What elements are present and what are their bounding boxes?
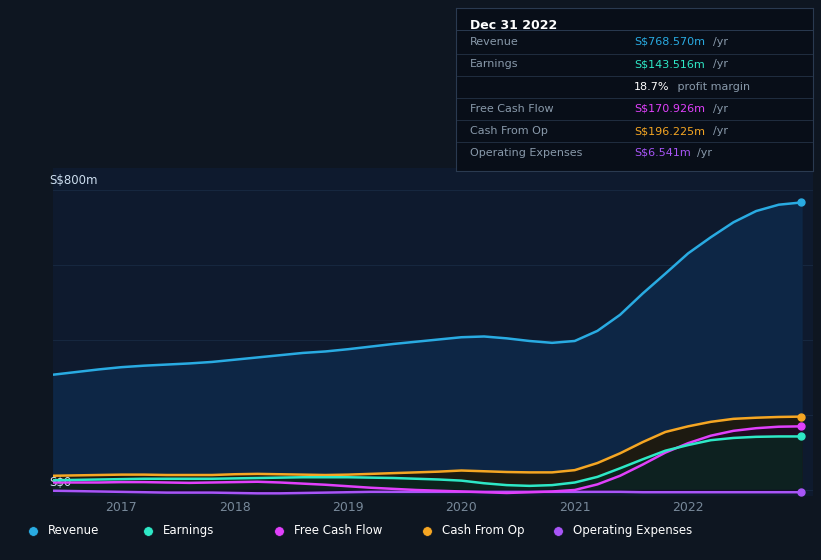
Text: Earnings: Earnings [163,524,214,538]
Text: S$800m: S$800m [49,174,98,186]
Text: Operating Expenses: Operating Expenses [573,524,692,538]
Text: Cash From Op: Cash From Op [470,126,548,136]
Text: profit margin: profit margin [673,82,750,92]
Text: /yr: /yr [697,148,712,158]
Text: Dec 31 2022: Dec 31 2022 [470,19,557,32]
Text: Earnings: Earnings [470,59,518,69]
Text: Cash From Op: Cash From Op [442,524,524,538]
Text: S$196.225m: S$196.225m [635,126,705,136]
Text: Operating Expenses: Operating Expenses [470,148,582,158]
Text: Revenue: Revenue [470,37,519,46]
Text: /yr: /yr [713,37,727,46]
Text: /yr: /yr [713,126,727,136]
Text: 18.7%: 18.7% [635,82,670,92]
Text: Revenue: Revenue [48,524,99,538]
Text: S$0: S$0 [49,476,71,489]
Text: Free Cash Flow: Free Cash Flow [294,524,383,538]
Text: Free Cash Flow: Free Cash Flow [470,104,553,114]
Text: S$6.541m: S$6.541m [635,148,691,158]
Text: S$170.926m: S$170.926m [635,104,705,114]
Text: /yr: /yr [713,59,727,69]
Text: S$768.570m: S$768.570m [635,37,705,46]
Text: S$143.516m: S$143.516m [635,59,705,69]
Text: /yr: /yr [713,104,727,114]
